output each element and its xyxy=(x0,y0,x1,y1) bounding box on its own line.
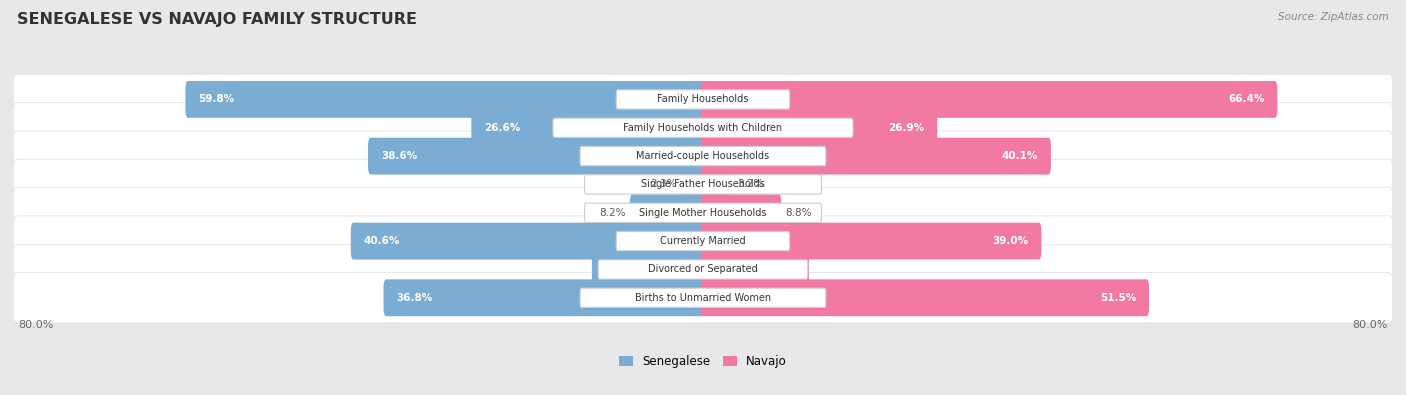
Text: Single Father Households: Single Father Households xyxy=(641,179,765,190)
Text: 59.8%: 59.8% xyxy=(198,94,235,104)
Text: Currently Married: Currently Married xyxy=(661,236,745,246)
Text: Source: ZipAtlas.com: Source: ZipAtlas.com xyxy=(1278,12,1389,22)
Text: 40.6%: 40.6% xyxy=(364,236,401,246)
FancyBboxPatch shape xyxy=(553,118,853,137)
Text: 80.0%: 80.0% xyxy=(18,320,53,330)
Text: SENEGALESE VS NAVAJO FAMILY STRUCTURE: SENEGALESE VS NAVAJO FAMILY STRUCTURE xyxy=(17,12,416,27)
FancyBboxPatch shape xyxy=(630,194,706,231)
FancyBboxPatch shape xyxy=(13,103,1393,153)
Text: 26.6%: 26.6% xyxy=(484,123,520,133)
FancyBboxPatch shape xyxy=(700,109,938,146)
FancyBboxPatch shape xyxy=(13,244,1393,295)
FancyBboxPatch shape xyxy=(700,166,733,203)
FancyBboxPatch shape xyxy=(616,231,790,251)
FancyBboxPatch shape xyxy=(616,90,790,109)
FancyBboxPatch shape xyxy=(13,74,1393,125)
FancyBboxPatch shape xyxy=(700,251,808,288)
Text: 66.4%: 66.4% xyxy=(1227,94,1264,104)
Text: 8.2%: 8.2% xyxy=(599,208,626,218)
FancyBboxPatch shape xyxy=(368,138,706,175)
Text: 12.6%: 12.6% xyxy=(605,265,641,275)
FancyBboxPatch shape xyxy=(581,147,825,166)
Text: Single Mother Households: Single Mother Households xyxy=(640,208,766,218)
FancyBboxPatch shape xyxy=(700,81,1278,118)
Text: 3.2%: 3.2% xyxy=(738,179,763,190)
Text: 40.1%: 40.1% xyxy=(1001,151,1038,161)
FancyBboxPatch shape xyxy=(13,273,1393,323)
FancyBboxPatch shape xyxy=(700,279,1149,316)
FancyBboxPatch shape xyxy=(598,260,808,279)
FancyBboxPatch shape xyxy=(186,81,706,118)
FancyBboxPatch shape xyxy=(681,166,706,203)
FancyBboxPatch shape xyxy=(700,138,1050,175)
FancyBboxPatch shape xyxy=(13,188,1393,238)
FancyBboxPatch shape xyxy=(13,216,1393,266)
Text: 80.0%: 80.0% xyxy=(1353,320,1388,330)
Text: Births to Unmarried Women: Births to Unmarried Women xyxy=(636,293,770,303)
FancyBboxPatch shape xyxy=(592,251,706,288)
Text: 39.0%: 39.0% xyxy=(993,236,1029,246)
Legend: Senegalese, Navajo: Senegalese, Navajo xyxy=(614,350,792,373)
FancyBboxPatch shape xyxy=(384,279,706,316)
Text: 26.9%: 26.9% xyxy=(889,123,924,133)
Text: 12.0%: 12.0% xyxy=(759,265,796,275)
Text: Family Households with Children: Family Households with Children xyxy=(623,123,783,133)
Text: Married-couple Households: Married-couple Households xyxy=(637,151,769,161)
FancyBboxPatch shape xyxy=(350,223,706,260)
Text: 36.8%: 36.8% xyxy=(396,293,433,303)
FancyBboxPatch shape xyxy=(700,223,1042,260)
FancyBboxPatch shape xyxy=(585,175,821,194)
FancyBboxPatch shape xyxy=(13,159,1393,210)
FancyBboxPatch shape xyxy=(585,203,821,222)
Text: 2.3%: 2.3% xyxy=(650,179,676,190)
Text: 8.8%: 8.8% xyxy=(786,208,813,218)
FancyBboxPatch shape xyxy=(471,109,706,146)
Text: 38.6%: 38.6% xyxy=(381,151,418,161)
FancyBboxPatch shape xyxy=(700,194,782,231)
Text: Divorced or Separated: Divorced or Separated xyxy=(648,265,758,275)
Text: Family Households: Family Households xyxy=(658,94,748,104)
FancyBboxPatch shape xyxy=(13,131,1393,181)
FancyBboxPatch shape xyxy=(581,288,825,307)
Text: 51.5%: 51.5% xyxy=(1099,293,1136,303)
